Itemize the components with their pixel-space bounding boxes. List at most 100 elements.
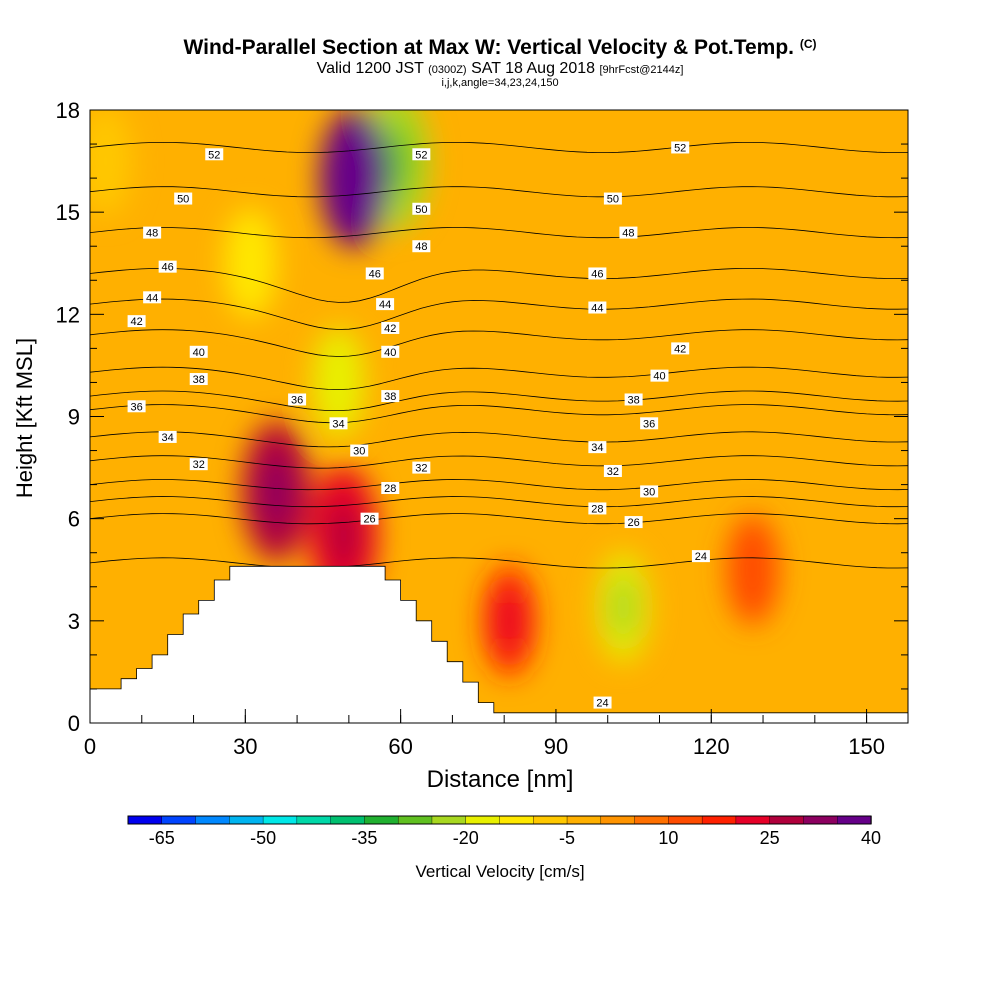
theta-label: 36 — [640, 417, 659, 430]
terrain — [89, 565, 909, 724]
theta-label-text: 50 — [607, 194, 619, 206]
theta-label: 52 — [205, 148, 224, 161]
x-tick-label: 150 — [848, 734, 885, 759]
theta-contour-line — [90, 557, 908, 569]
theta-label: 32 — [603, 464, 622, 478]
theta-label: 46 — [588, 267, 607, 280]
colorbar-tick-label: -50 — [250, 828, 276, 848]
colorbar-swatch — [499, 815, 534, 825]
colorbar-swatch — [803, 815, 838, 825]
y-tick-label: 18 — [56, 98, 80, 123]
theta-label: 52 — [671, 141, 690, 154]
x-axis-label: Distance [nm] — [426, 766, 574, 793]
theta-label: 36 — [127, 400, 146, 413]
theta-label: 44 — [588, 301, 607, 315]
y-tick-label: 3 — [68, 609, 80, 634]
y-tick-label: 0 — [68, 711, 80, 736]
y-tick-label: 9 — [68, 405, 80, 430]
updraft-core — [262, 457, 291, 526]
colorbar-swatch — [330, 815, 366, 825]
theta-label-text: 34 — [332, 418, 344, 430]
theta-label: 34 — [588, 441, 607, 454]
theta-label: 36 — [288, 393, 307, 406]
theta-label-text: 48 — [146, 228, 158, 240]
colorbar-swatch — [262, 815, 298, 825]
theta-label-text: 44 — [379, 299, 391, 311]
colorbar-swatch — [735, 815, 771, 825]
theta-label: 26 — [624, 516, 643, 529]
theta-label: 42 — [381, 321, 400, 335]
theta-label-text: 46 — [369, 268, 381, 280]
colorbar-swatch — [837, 815, 872, 825]
forecast-info: [9hrFcst@2144z] — [599, 64, 684, 76]
colorbar-swatch — [566, 815, 602, 825]
updraft-core — [329, 501, 358, 570]
theta-contours — [90, 141, 908, 569]
theta-label: 34 — [158, 430, 177, 444]
colorbar-swatch — [600, 815, 636, 825]
utc-time: (0300Z) — [428, 64, 467, 76]
theta-label: 38 — [381, 390, 400, 403]
contour-labels: 52 52 52 50 50 50 48 48 48 46 46 46 44 44 44 42 42 42 40 40… — [127, 141, 710, 710]
colorbar-swatch — [127, 815, 163, 825]
theta-label: 42 — [127, 315, 146, 328]
chart-title-text: Wind-Parallel Section at Max W: Vertical… — [183, 36, 794, 59]
theta-label: 34 — [329, 417, 348, 430]
colorbar-swatch — [465, 815, 501, 825]
theta-label: 48 — [143, 226, 162, 240]
theta-contour-line — [90, 267, 908, 303]
theta-label: 24 — [691, 550, 710, 563]
theta-contour-line — [90, 298, 908, 330]
theta-label-text: 52 — [415, 149, 427, 161]
colorbar-tick-label: 25 — [760, 828, 780, 848]
theta-label: 38 — [624, 393, 643, 406]
theta-label: 48 — [412, 240, 431, 253]
theta-label-text: 42 — [384, 323, 396, 335]
colorbar-tick-label: -65 — [149, 828, 175, 848]
x-tick-label: 30 — [233, 734, 257, 759]
colorbar-title: Vertical Velocity [cm/s] — [415, 862, 585, 881]
theta-label: 44 — [143, 291, 162, 304]
colorbar-swatch — [701, 815, 737, 825]
colorbar-swatch — [195, 815, 231, 825]
y-tick-label: 15 — [56, 200, 80, 225]
theta-label-text: 24 — [695, 551, 707, 563]
theta-label: 40 — [189, 345, 208, 359]
downdraft-core — [91, 127, 120, 196]
chart-subtitle: Valid 1200 JST (0300Z) SAT 18 Aug 2018 [… — [0, 60, 1000, 78]
theta-contour-line — [90, 329, 908, 357]
y-tick-label: 6 — [68, 507, 80, 532]
theta-label-text: 40 — [653, 371, 665, 383]
updraft-core — [340, 144, 369, 213]
theta-label: 40 — [381, 345, 400, 359]
theta-label-text: 48 — [622, 228, 634, 240]
theta-label: 24 — [593, 696, 612, 710]
theta-label: 32 — [189, 458, 208, 471]
theta-label-text: 42 — [130, 316, 142, 328]
theta-label-text: 52 — [674, 142, 686, 154]
colorbar-tick-label: -20 — [453, 828, 479, 848]
colorbar-frame — [127, 815, 872, 825]
theta-label-text: 44 — [146, 292, 158, 304]
theta-label-text: 40 — [384, 347, 396, 359]
colorbar-tick-label: -5 — [559, 828, 575, 848]
theta-label-text: 36 — [291, 394, 303, 406]
theta-label-text: 52 — [208, 149, 220, 161]
theta-label-text: 28 — [384, 483, 396, 495]
theta-label-text: 32 — [607, 466, 619, 478]
theta-label: 38 — [189, 373, 208, 386]
theta-label-text: 32 — [193, 459, 205, 471]
updraft-core — [495, 586, 524, 655]
colorbar-swatch — [296, 815, 332, 825]
x-tick-label: 120 — [693, 734, 730, 759]
theta-contour-line — [90, 496, 908, 508]
theta-label-text: 34 — [591, 442, 603, 454]
colorbar-swatch — [397, 815, 433, 825]
theta-contour-line — [90, 431, 908, 448]
downdraft-core — [324, 348, 353, 417]
theta-label: 28 — [588, 502, 607, 515]
y-axis-label: Height [Kft MSL] — [12, 337, 37, 499]
chart-title: Wind-Parallel Section at Max W: Vertical… — [0, 36, 1000, 60]
field-cells — [90, 110, 779, 676]
x-axis: 0 30 60 90 120 150 — [84, 709, 885, 759]
